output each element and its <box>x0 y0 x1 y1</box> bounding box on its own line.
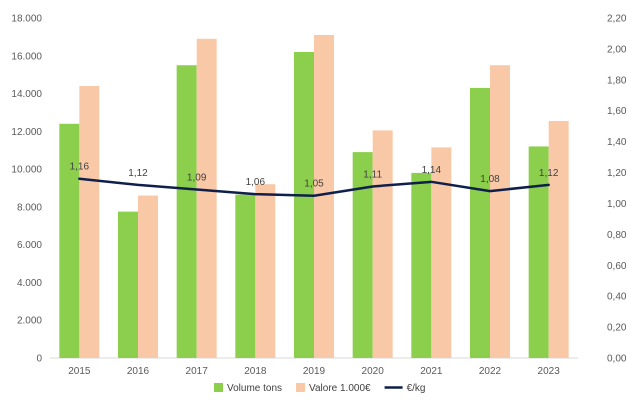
price-line <box>78 177 550 197</box>
volume-bar <box>118 211 138 358</box>
left-y-tick-label: 4.000 <box>17 278 42 289</box>
legend-swatch <box>296 383 306 392</box>
left-y-tick-label: 8.000 <box>17 202 42 213</box>
value-bar <box>314 35 334 358</box>
price-data-label: 1,06 <box>246 177 266 188</box>
line-series: 1,16 1,12 1,09 1,06 1,05 1,11 1,14 1,08 1,12 <box>70 162 559 197</box>
value-bar <box>490 65 510 358</box>
value-bar <box>196 38 217 359</box>
volume-bar <box>176 65 197 358</box>
volume-bar <box>352 152 373 358</box>
x-tick-label: 2023 <box>538 366 561 377</box>
x-tick-label: 2015 <box>68 366 91 377</box>
price-data-label: 1,16 <box>70 162 90 173</box>
x-tick-label: 2020 <box>362 366 385 377</box>
value-bar <box>431 147 452 358</box>
left-y-tick-label: 6.000 <box>17 240 42 251</box>
right-y-tick-label: 1,00 <box>607 199 626 210</box>
volume-bar <box>294 52 314 358</box>
x-tick-label: 2021 <box>420 366 443 377</box>
x-tick-label: 2017 <box>186 366 209 377</box>
left-y-tick-label: 16.000 <box>11 51 42 62</box>
left-y-tick-label: 12.000 <box>11 127 42 138</box>
price-data-label: 1,12 <box>539 168 559 179</box>
right-y-tick-label: 1,20 <box>607 168 626 179</box>
right-y-tick-label: 1,80 <box>607 75 626 86</box>
x-tick-label: 2016 <box>127 366 150 377</box>
value-bar <box>79 86 100 358</box>
left-y-tick-label: 14.000 <box>11 89 42 100</box>
right-y-tick-label: 0,20 <box>607 323 626 334</box>
volume-bar <box>235 194 256 358</box>
left-y-axis: 0 2.000 4.000 6.000 8.000 10.000 12.000 14.000 1… <box>11 14 42 365</box>
right-y-axis: 0,00 0,20 0,40 0,60 0,80 1,00 1,20 1,40 1,60 1,80… <box>607 14 626 365</box>
volume-bar <box>411 172 432 358</box>
right-y-tick-label: 0,00 <box>607 354 626 365</box>
bar-series <box>59 35 569 359</box>
right-y-tick-label: 0,80 <box>607 230 626 241</box>
price-data-label: 1,09 <box>187 173 207 184</box>
price-data-label: 1,11 <box>363 169 382 180</box>
price-data-label: 1,12 <box>128 168 148 179</box>
volume-bar <box>528 146 549 358</box>
right-y-tick-label: 0,40 <box>607 292 626 303</box>
legend-label: Volume tons <box>227 383 282 394</box>
legend-label: €/kg <box>407 383 426 394</box>
right-y-tick-label: 1,40 <box>607 137 626 148</box>
value-bar <box>548 120 569 358</box>
price-data-label: 1,05 <box>304 179 324 190</box>
price-data-label: 1,08 <box>480 174 500 185</box>
legend-label: Valore 1.000€ <box>309 383 371 394</box>
price-data-label: 1,14 <box>422 165 442 176</box>
right-y-tick-label: 1,60 <box>607 106 626 117</box>
volume-bar <box>470 87 490 358</box>
value-bar <box>372 130 393 358</box>
legend-swatch <box>214 383 223 392</box>
left-y-tick-label: 18.000 <box>11 14 42 25</box>
legend: Volume tons Valore 1.000€ €/kg <box>214 383 425 394</box>
volume-bar <box>59 123 80 359</box>
right-y-tick-label: 2,00 <box>607 44 626 55</box>
x-axis: 2015 2016 2017 2018 2019 2020 2021 2022 2023 <box>68 366 560 377</box>
left-y-tick-label: 2.000 <box>17 316 42 327</box>
x-tick-label: 2022 <box>479 366 502 377</box>
right-y-tick-label: 0,60 <box>607 261 626 272</box>
left-y-tick-label: 10.000 <box>11 165 42 176</box>
right-y-tick-label: 2,20 <box>607 14 626 25</box>
x-tick-label: 2019 <box>303 366 326 377</box>
value-bar <box>255 184 276 358</box>
x-tick-label: 2018 <box>244 366 267 377</box>
value-bar <box>138 195 158 358</box>
left-y-tick-label: 0 <box>36 354 42 365</box>
